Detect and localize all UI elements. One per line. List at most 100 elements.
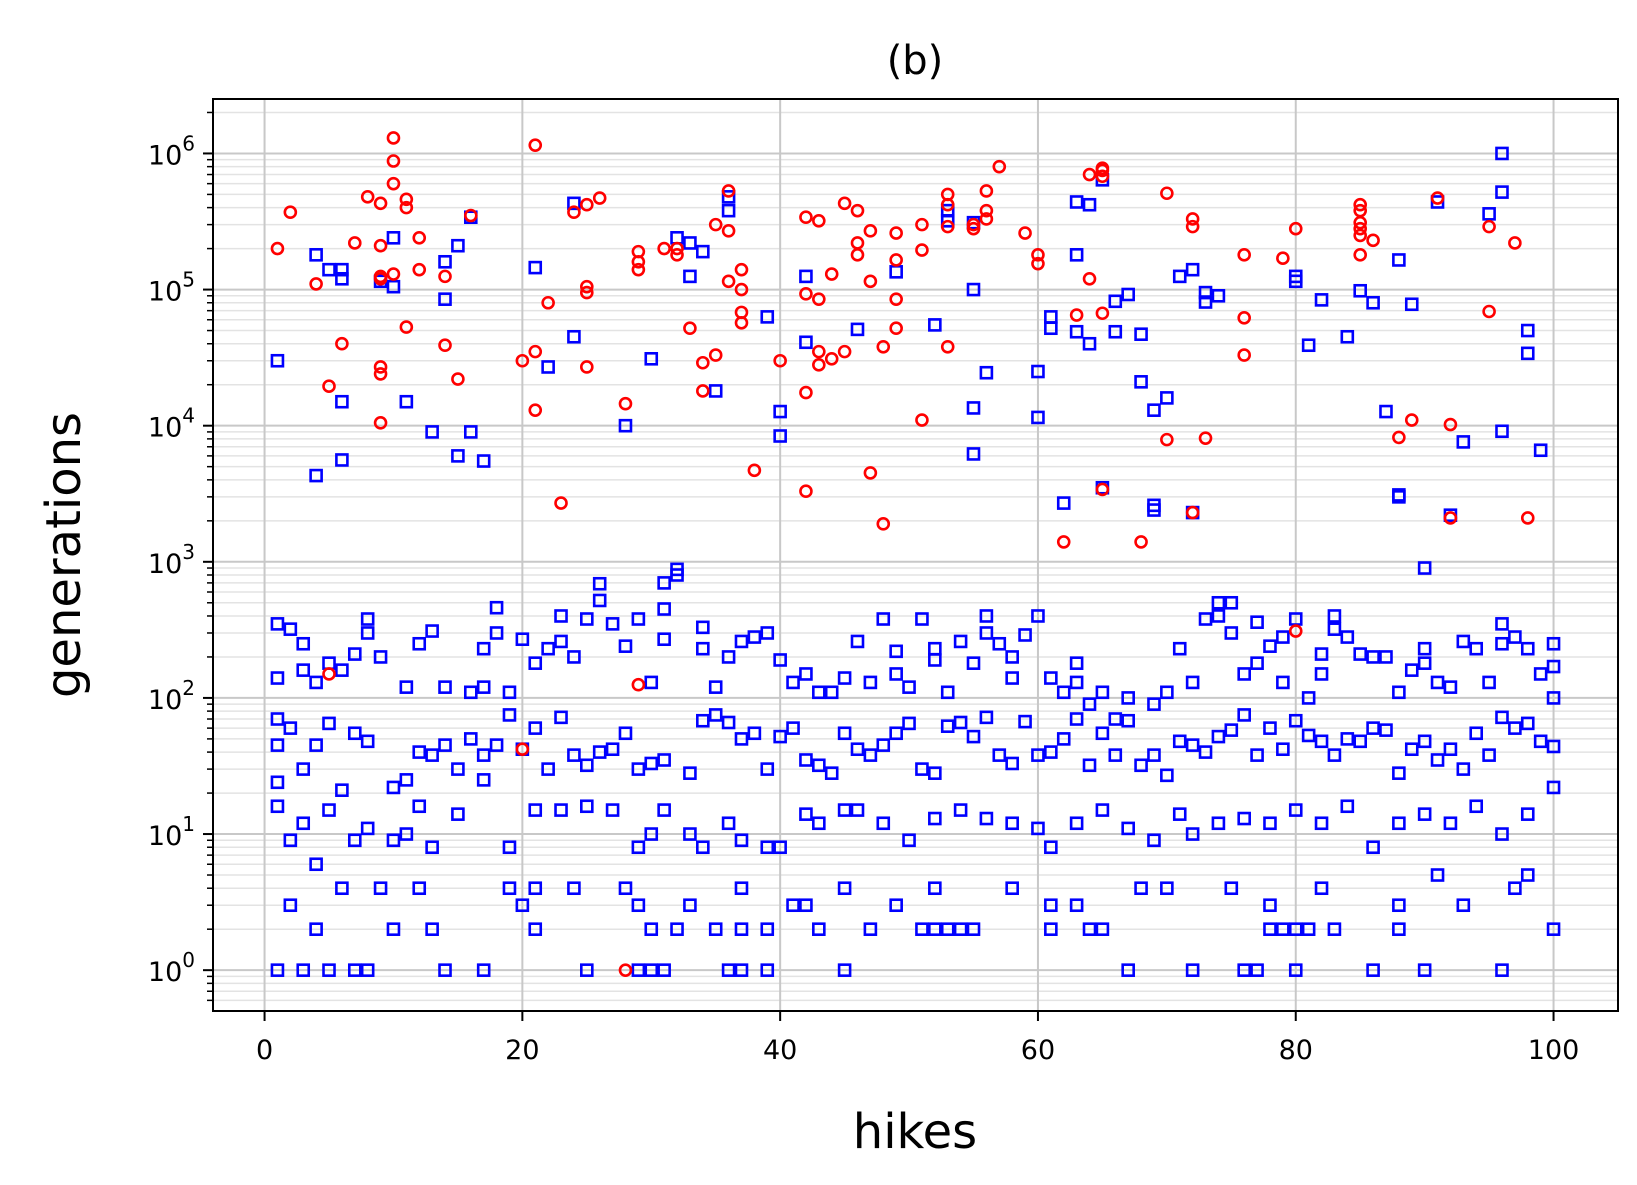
blue-square-point [1495,617,1509,631]
blue-square-point [1327,748,1342,762]
blue-square-point [1276,742,1290,757]
blue-square-point [683,236,697,250]
blue-square-point [1353,283,1368,298]
blue-square-point [335,262,349,277]
blue-square-point [799,335,813,350]
blue-square-point [683,766,697,780]
blue-square-point [618,639,633,653]
blue-square-point [1069,816,1084,831]
red-circle-point [386,131,401,145]
blue-square-point [1417,561,1432,575]
blue-square-point [1134,327,1148,342]
red-circle-point [528,344,543,359]
blue-square-point [863,922,878,936]
blue-square-point [747,630,762,644]
red-circle-point [889,292,903,306]
x-tick-label: 20 [505,1035,539,1066]
blue-square-point [1250,748,1264,762]
red-circle-point [1185,212,1200,226]
red-circle-point [1430,191,1445,205]
blue-square-point [1005,671,1019,685]
red-circle-point [515,353,530,368]
blue-square-point [1508,721,1522,735]
axis-ticks: 100 101 102 103 104 105 106 0 20 40 60 80 100 [148,111,1579,1066]
blue-square-point [1031,748,1045,762]
red-circle-point [863,224,878,238]
blue-square-point [1417,807,1432,821]
red-circle-point [631,677,646,692]
blue-square-point [386,780,401,795]
blue-square-point [1288,713,1303,728]
blue-square-point [1237,708,1251,722]
blue-square-point [528,721,543,735]
red-circle-point [889,321,903,336]
red-circle-point [812,214,826,228]
red-circle-point [412,262,427,277]
blue-square-point [889,726,903,741]
red-circle-point [915,217,929,232]
blue-square-point [296,816,311,831]
blue-square-point [1366,963,1380,977]
blue-square-point [734,881,749,896]
blue-square-point [1134,375,1148,389]
blue-square-point [399,773,414,787]
blue-square-point [1520,716,1535,731]
y-tick-label: 106 [148,131,195,171]
blue-square-point [1520,323,1535,338]
blue-square-point [541,762,555,776]
blue-square-point [528,881,543,896]
red-circle-point [812,344,826,359]
blue-square-point [1404,663,1419,677]
blue-square-point [489,626,504,640]
blue-square-point [1198,745,1213,759]
blue-square-point [580,799,594,814]
red-circle-point [850,236,865,250]
blue-square-point [760,762,775,776]
blue-square-point [1263,922,1277,936]
blue-square-point [1276,922,1290,936]
blue-square-point [1237,811,1251,826]
red-circle-point [528,403,543,417]
red-circle-point [915,413,929,427]
blue-square-point [399,394,414,409]
blue-square-point [824,685,839,700]
blue-square-point [799,807,813,821]
red-circle-point [773,353,787,368]
blue-square-point [489,738,504,752]
x-axis-label: hikes [853,1104,977,1160]
red-circle-point [837,196,852,211]
red-circle-point [322,667,336,681]
blue-square-point [412,881,427,896]
blue-square-point [1366,840,1380,855]
blue-square-point [360,821,375,836]
blue-square-point [1469,726,1484,741]
blue-square-point [850,634,865,649]
blue-square-point [1276,675,1290,690]
plot-frame [212,98,1619,1012]
blue-square-point [889,898,903,913]
blue-square-point [1211,595,1226,610]
blue-square-point [1185,675,1200,690]
red-circle-point [824,267,839,281]
blue-square-point [335,881,349,896]
blue-square-point [1082,922,1097,936]
blue-square-point [1263,816,1277,831]
y-tick-label: 102 [148,676,195,716]
blue-square-point [1172,269,1187,284]
blue-square-point [876,738,891,752]
blue-square-point [451,762,465,776]
blue-square-point [360,734,375,749]
blue-square-point [386,279,401,294]
blue-square-point [528,260,543,275]
blue-square-point [1237,963,1251,977]
red-circle-point [683,321,697,336]
blue-square-point [1456,634,1471,649]
blue-square-point [786,721,800,735]
y-axis-label: generations [36,412,92,698]
blue-square-point [928,318,942,332]
blue-square-point [1482,207,1496,221]
blue-square-point [721,650,736,664]
blue-square-point [1546,922,1561,936]
blue-square-point [773,404,787,419]
blue-square-point [953,715,968,730]
